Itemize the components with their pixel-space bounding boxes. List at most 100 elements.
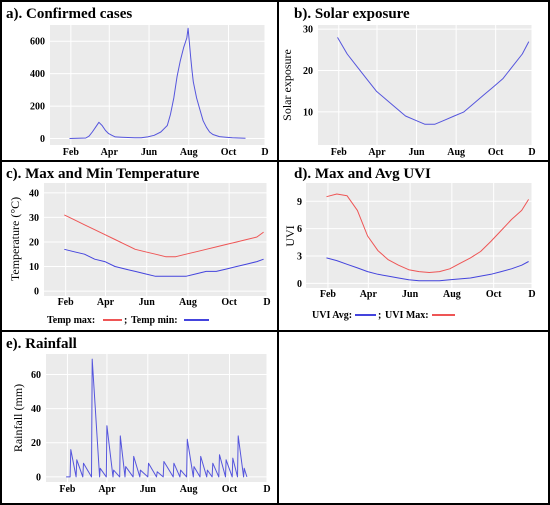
series-line [64, 214, 264, 258]
panel-c-legend-min-label: Temp min: [131, 315, 178, 326]
panel-d: d). Max and Avg UVI UVI 0 3 6 9 Feb Apr Jun Au… [283, 166, 536, 321]
panel-e-yticks: 0 20 40 60 [31, 370, 41, 483]
panel-e-series [66, 358, 248, 478]
y-tick-label: 0 [34, 287, 39, 298]
panel-d-xticks: Feb Apr Jun Aug Oct D [320, 289, 536, 300]
x-tick-label: Jun [402, 289, 419, 300]
panel-d-legend-avg-label: UVI Avg: [312, 310, 352, 321]
series-line [69, 27, 246, 139]
y-tick-label: 60 [31, 370, 41, 381]
panel-b-series [337, 37, 530, 125]
x-tick-label: Jun [140, 484, 157, 495]
panel-c: c). Max and Min Temperature Temperature … [6, 166, 271, 326]
panel-c-legend: Temp max: ; Temp min: [47, 315, 209, 326]
y-tick-label: 6 [297, 224, 302, 235]
series-line [66, 358, 248, 478]
y-tick-label: 10 [29, 262, 39, 273]
panel-e-ylabel: Rainfall (mm) [11, 384, 25, 452]
x-tick-label: D [528, 289, 535, 300]
panel-d-legend-max-label: UVI Max: [385, 310, 429, 321]
panel-e-plot-area [46, 354, 267, 482]
series-line [337, 37, 530, 125]
x-tick-label: Jun [409, 147, 426, 158]
y-tick-label: 40 [29, 188, 39, 199]
panel-d-ylabel: UVI [283, 225, 297, 246]
x-tick-label: D [263, 484, 270, 495]
panel-a-title: a). Confirmed cases [6, 6, 132, 22]
series-line [64, 248, 264, 277]
y-tick-label: 400 [30, 69, 45, 80]
panel-e-xticks: Feb Apr Jun Aug Oct D [59, 484, 270, 495]
y-tick-label: 9 [297, 197, 302, 208]
panel-c-title: c). Max and Min Temperature [6, 166, 200, 182]
panel-a-yticks: 0 200 400 600 [30, 37, 45, 145]
y-tick-label: 10 [303, 107, 313, 118]
panel-c-yticks: 0 10 20 30 40 [29, 188, 39, 297]
panel-c-legend-separator: ; [124, 315, 127, 326]
y-tick-label: 20 [29, 237, 39, 248]
panel-a-gridlines [50, 25, 266, 145]
x-tick-label: Feb [331, 147, 348, 158]
x-tick-label: Apr [368, 147, 386, 158]
x-tick-label: Feb [63, 147, 80, 158]
x-tick-label: Oct [221, 297, 237, 308]
panel-c-ylabel: Temperature (°C) [8, 197, 22, 281]
x-tick-label: Jun [139, 297, 156, 308]
x-tick-label: Oct [221, 147, 237, 158]
y-tick-label: 30 [303, 25, 313, 36]
panel-b-yticks: 10 20 30 [303, 25, 313, 119]
panel-c-series [64, 214, 264, 277]
panel-b-plot-area [318, 25, 532, 145]
y-tick-label: 40 [31, 404, 41, 415]
x-tick-label: Apr [97, 297, 115, 308]
panel-d-legend-separator: ; [378, 310, 381, 321]
series-line [326, 257, 529, 282]
panel-a: a). Confirmed cases 0 200 400 600 Feb Apr Jun… [6, 6, 269, 158]
panel-b-title: b). Solar exposure [294, 6, 410, 22]
series-line [326, 193, 530, 273]
x-tick-label: Apr [360, 289, 378, 300]
y-tick-label: 20 [303, 66, 313, 77]
x-tick-label: Feb [320, 289, 337, 300]
y-tick-label: 0 [36, 472, 41, 483]
y-tick-label: 30 [29, 213, 39, 224]
panel-a-plot-area [50, 25, 265, 145]
x-tick-label: Apr [101, 147, 119, 158]
panel-c-xticks: Feb Apr Jun Aug Oct D [58, 297, 271, 308]
x-tick-label: Aug [180, 147, 198, 158]
panel-d-series [326, 193, 530, 282]
panel-e-title: e). Rainfall [6, 336, 77, 352]
x-tick-label: Aug [447, 147, 465, 158]
panel-d-plot-area [306, 183, 532, 288]
panel-a-xticks: Feb Apr Jun Aug Oct D [63, 147, 269, 158]
x-tick-label: Apr [98, 484, 116, 495]
x-tick-label: Aug [179, 297, 197, 308]
y-tick-label: 3 [297, 252, 302, 263]
y-tick-label: 20 [31, 438, 41, 449]
x-tick-label: Oct [222, 484, 238, 495]
panel-e: e). Rainfall Rainfall (mm) 0 20 40 60 Feb Ap… [6, 336, 271, 495]
x-tick-label: Oct [488, 147, 504, 158]
y-tick-label: 0 [40, 134, 45, 145]
panel-empty-border [277, 330, 550, 505]
panel-b-xticks: Feb Apr Jun Aug Oct D [331, 147, 536, 158]
panel-b-ylabel: Solar exposure [280, 49, 294, 121]
x-tick-label: D [261, 147, 268, 158]
x-tick-label: D [528, 147, 535, 158]
panel-d-gridlines [306, 183, 533, 288]
y-tick-label: 0 [297, 279, 302, 290]
panel-b-gridlines [318, 25, 533, 145]
x-tick-label: Feb [59, 484, 76, 495]
panel-d-legend: UVI Avg: ; UVI Max: [312, 310, 455, 321]
panel-d-yticks: 0 3 6 9 [297, 197, 302, 290]
x-tick-label: Aug [180, 484, 198, 495]
panel-c-gridlines [44, 183, 268, 296]
x-tick-label: Feb [58, 297, 75, 308]
panel-c-plot-area [44, 183, 267, 296]
x-tick-label: Oct [486, 289, 502, 300]
panel-a-series [69, 27, 246, 139]
x-tick-label: Jun [141, 147, 158, 158]
y-tick-label: 200 [30, 102, 45, 113]
panel-b: b). Solar exposure Solar exposure 10 20 30… [280, 6, 536, 158]
